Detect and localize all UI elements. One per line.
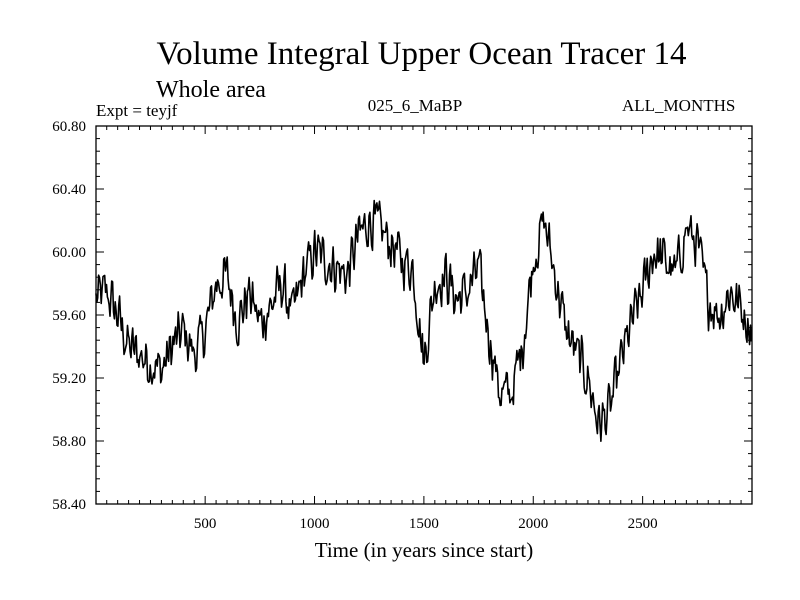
x-tick-label: 1500 [409,516,439,532]
x-tick-label: 1000 [300,516,330,532]
chart-title: Volume Integral Upper Ocean Tracer 14 [156,36,687,72]
x-axis-label: Time (in years since start) [315,538,534,562]
months-label: ALL_MONTHS [622,96,736,115]
experiment-label: Expt = teyjf [96,101,178,120]
series-layer [95,199,753,443]
y-tick-label: 60.80 [52,119,86,135]
plot-frame [95,125,753,505]
x-tick-label: 500 [194,516,217,532]
x-tick-label: 2500 [628,516,658,532]
y-tick-label: 60.40 [52,182,86,198]
y-tick-label: 58.80 [52,434,86,450]
axis-labels: 500 1000 1500 2000 2500 58.40 58.80 59.20 59.60 6… [52,119,657,562]
x-tick-label: 2000 [518,516,548,532]
y-tick-label: 58.40 [52,497,86,513]
y-tick-label: 60.00 [52,245,86,261]
chart-subtitle: Whole area [156,77,266,103]
axis-ticks [96,126,752,504]
y-tick-label: 59.60 [52,308,86,324]
series-line [95,199,753,443]
y-tick-label: 59.20 [52,371,86,387]
period-label: 025_6_MaBP [367,96,463,115]
